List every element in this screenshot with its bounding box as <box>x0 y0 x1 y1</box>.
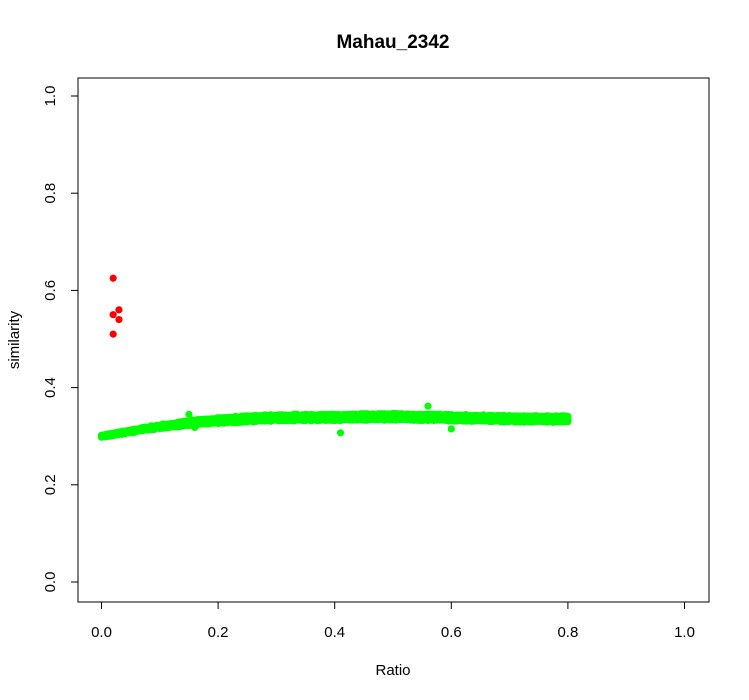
scatter-point-red <box>115 306 123 314</box>
series-green-points <box>97 402 572 441</box>
x-tick-label: 0.2 <box>208 624 229 641</box>
y-tick-label: 0.6 <box>42 280 59 301</box>
scatter-point-green <box>191 423 199 432</box>
chart-title: Mahau_2342 <box>336 32 449 53</box>
y-tick-label: 0.2 <box>42 474 59 495</box>
y-tick-label: 1.0 <box>42 86 59 107</box>
scatter-point-red <box>115 315 123 324</box>
scatter-point-red <box>109 311 117 319</box>
y-tick-label: 0.4 <box>42 377 59 398</box>
y-axis: 0.0 0.2 0.4 0.6 0.8 1.0 <box>42 86 79 593</box>
x-axis-label: Ratio <box>375 662 410 679</box>
x-tick-label: 0.0 <box>91 624 112 641</box>
x-axis: 0.0 0.2 0.4 0.6 0.8 1.0 <box>91 601 695 641</box>
y-axis-label: similarity <box>6 310 23 369</box>
plot-frame <box>77 77 710 603</box>
x-tick-label: 1.0 <box>674 624 695 641</box>
x-tick-label: 0.6 <box>441 624 462 641</box>
x-tick-label: 0.8 <box>557 624 578 641</box>
y-tick-label: 0.8 <box>42 183 59 204</box>
scatter-point-green <box>424 402 432 410</box>
scatter-point-red <box>109 330 117 338</box>
scatter-point-green <box>336 429 345 437</box>
y-tick-label: 0.0 <box>42 572 59 593</box>
scatter-point-green <box>564 412 572 420</box>
series-red-points <box>109 274 123 338</box>
scatter-point-green <box>447 425 455 433</box>
x-tick-label: 0.4 <box>324 624 345 641</box>
scatter-point-red <box>109 274 117 282</box>
scatter-point-green <box>185 410 193 418</box>
